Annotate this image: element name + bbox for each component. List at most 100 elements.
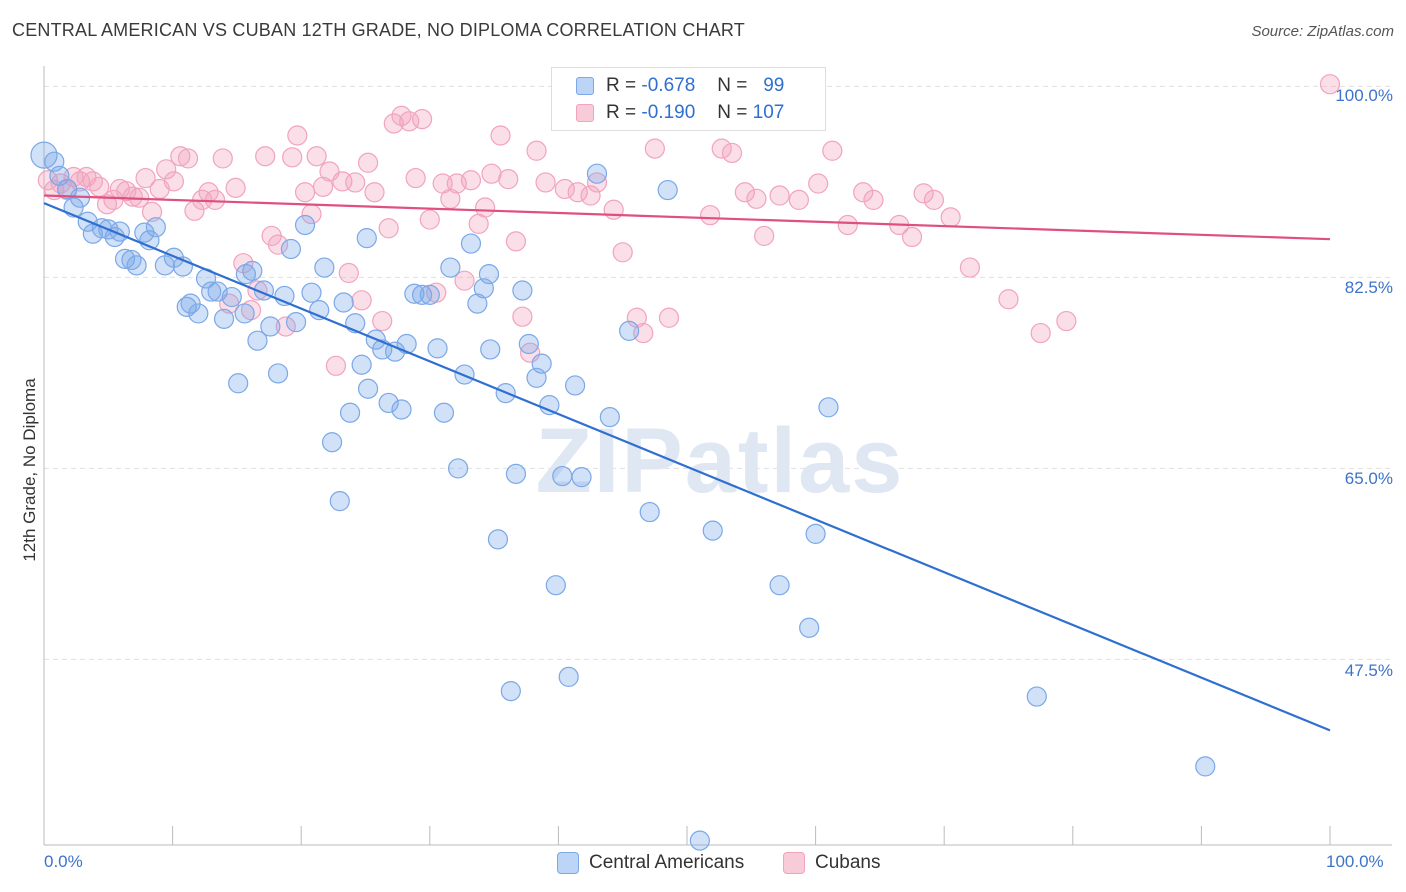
stats-legend: R = -0.678 N = 99 R = -0.190 N = 107 [551,67,826,131]
central-americans-point [378,392,399,414]
x-tick-label: 100.0% [1326,852,1384,871]
central-americans-point [213,308,235,329]
cubans-point [535,172,556,193]
cubans-point [411,109,433,130]
central-americans-point [333,292,354,313]
pink-swatch [783,852,805,874]
central-americans-point [267,363,289,384]
central-americans-point [702,520,723,541]
central-americans-point [321,432,343,453]
n-value: 99 [763,75,785,96]
cubans-point [474,197,496,218]
cubans-point [658,307,680,328]
central-americans-point [512,280,533,301]
central-americans-point [440,257,461,278]
cubans-point [490,125,511,146]
central-americans-point [565,375,586,396]
cubans-point [913,183,934,204]
central-americans-point [689,830,710,851]
central-americans-trend-line [43,202,1331,732]
cubans-point [644,138,665,159]
central-americans-point [242,260,263,281]
cubans-point [378,218,399,239]
r-label: R = [606,75,637,96]
cubans-point [580,185,601,206]
central-americans-point [351,354,372,375]
y-tick-label: 65.0% [1344,469,1393,488]
cubans-point [746,188,767,209]
central-americans-point [391,399,412,420]
legend-label: Cubans [815,852,881,873]
cubans-point [505,231,527,252]
cubans-point [754,225,775,247]
legend-item-cubans[interactable]: Cubans [783,852,881,874]
cubans-point [338,262,359,284]
n-label: N = [717,102,748,123]
n-value: 107 [752,102,785,123]
cubans-point [399,111,420,132]
cubans-point [959,257,981,278]
cubans-point [512,306,533,327]
central-americans-point [505,463,527,484]
legend-row-cubans: R = -0.190 N = 107 [576,100,784,126]
cubans-point [255,146,276,167]
central-americans-point [339,402,361,423]
central-americans-point [221,286,242,308]
cubans-point [345,172,366,193]
central-americans-point [1026,686,1047,707]
cubans-point [1319,74,1341,95]
central-americans-point [356,227,377,249]
cubans-point [287,125,308,146]
central-americans-point [1195,756,1216,777]
cubans-point [294,182,316,203]
central-americans-point [805,523,826,545]
cubans-point [769,185,790,206]
pink-swatch [576,104,594,122]
central-americans-point [467,293,488,314]
central-americans-point [639,501,660,523]
cubans-point [267,234,289,255]
central-americans-point [114,248,136,269]
cubans-point [626,307,647,328]
cubans-point [419,209,440,230]
central-americans-point [285,312,307,333]
cubans-point [163,171,184,192]
cubans-point [603,199,624,220]
central-americans-point [419,284,440,305]
cubans-point [1030,322,1051,344]
central-americans-point [518,333,539,355]
cubans-point [325,355,347,376]
cubans-point [357,152,379,173]
central-americans-point [460,233,482,254]
cubans-point [460,170,482,191]
central-americans-point [427,338,448,359]
cubans-point [901,226,923,248]
central-americans-point [487,529,509,550]
central-americans-point [247,330,268,351]
legend-item-central-americans[interactable]: Central Americans [557,852,744,874]
central-americans-point [552,465,573,487]
central-americans-point [586,163,608,184]
central-americans-point [769,575,790,596]
central-americans-point [571,467,592,488]
cubans-point [853,182,874,203]
cubans-point [481,163,502,184]
y-tick-label: 100.0% [1335,86,1393,105]
central-americans-point [531,353,552,374]
cubans-point [567,182,588,203]
central-americans-point [396,333,417,355]
cubans-point [225,177,246,198]
cubans-point [141,201,163,223]
cubans-point [89,176,110,197]
central-americans-point [411,284,433,305]
cubans-point [837,214,858,236]
blue-swatch [557,852,579,874]
cubans-point [863,189,884,210]
trend-lines [43,194,1331,732]
cubans-point [1056,310,1077,332]
cubans-point [37,170,58,191]
central-americans-point [260,316,281,337]
r-value: -0.678 [641,75,696,96]
central-americans-point [294,214,316,236]
cubans-point [998,289,1019,310]
